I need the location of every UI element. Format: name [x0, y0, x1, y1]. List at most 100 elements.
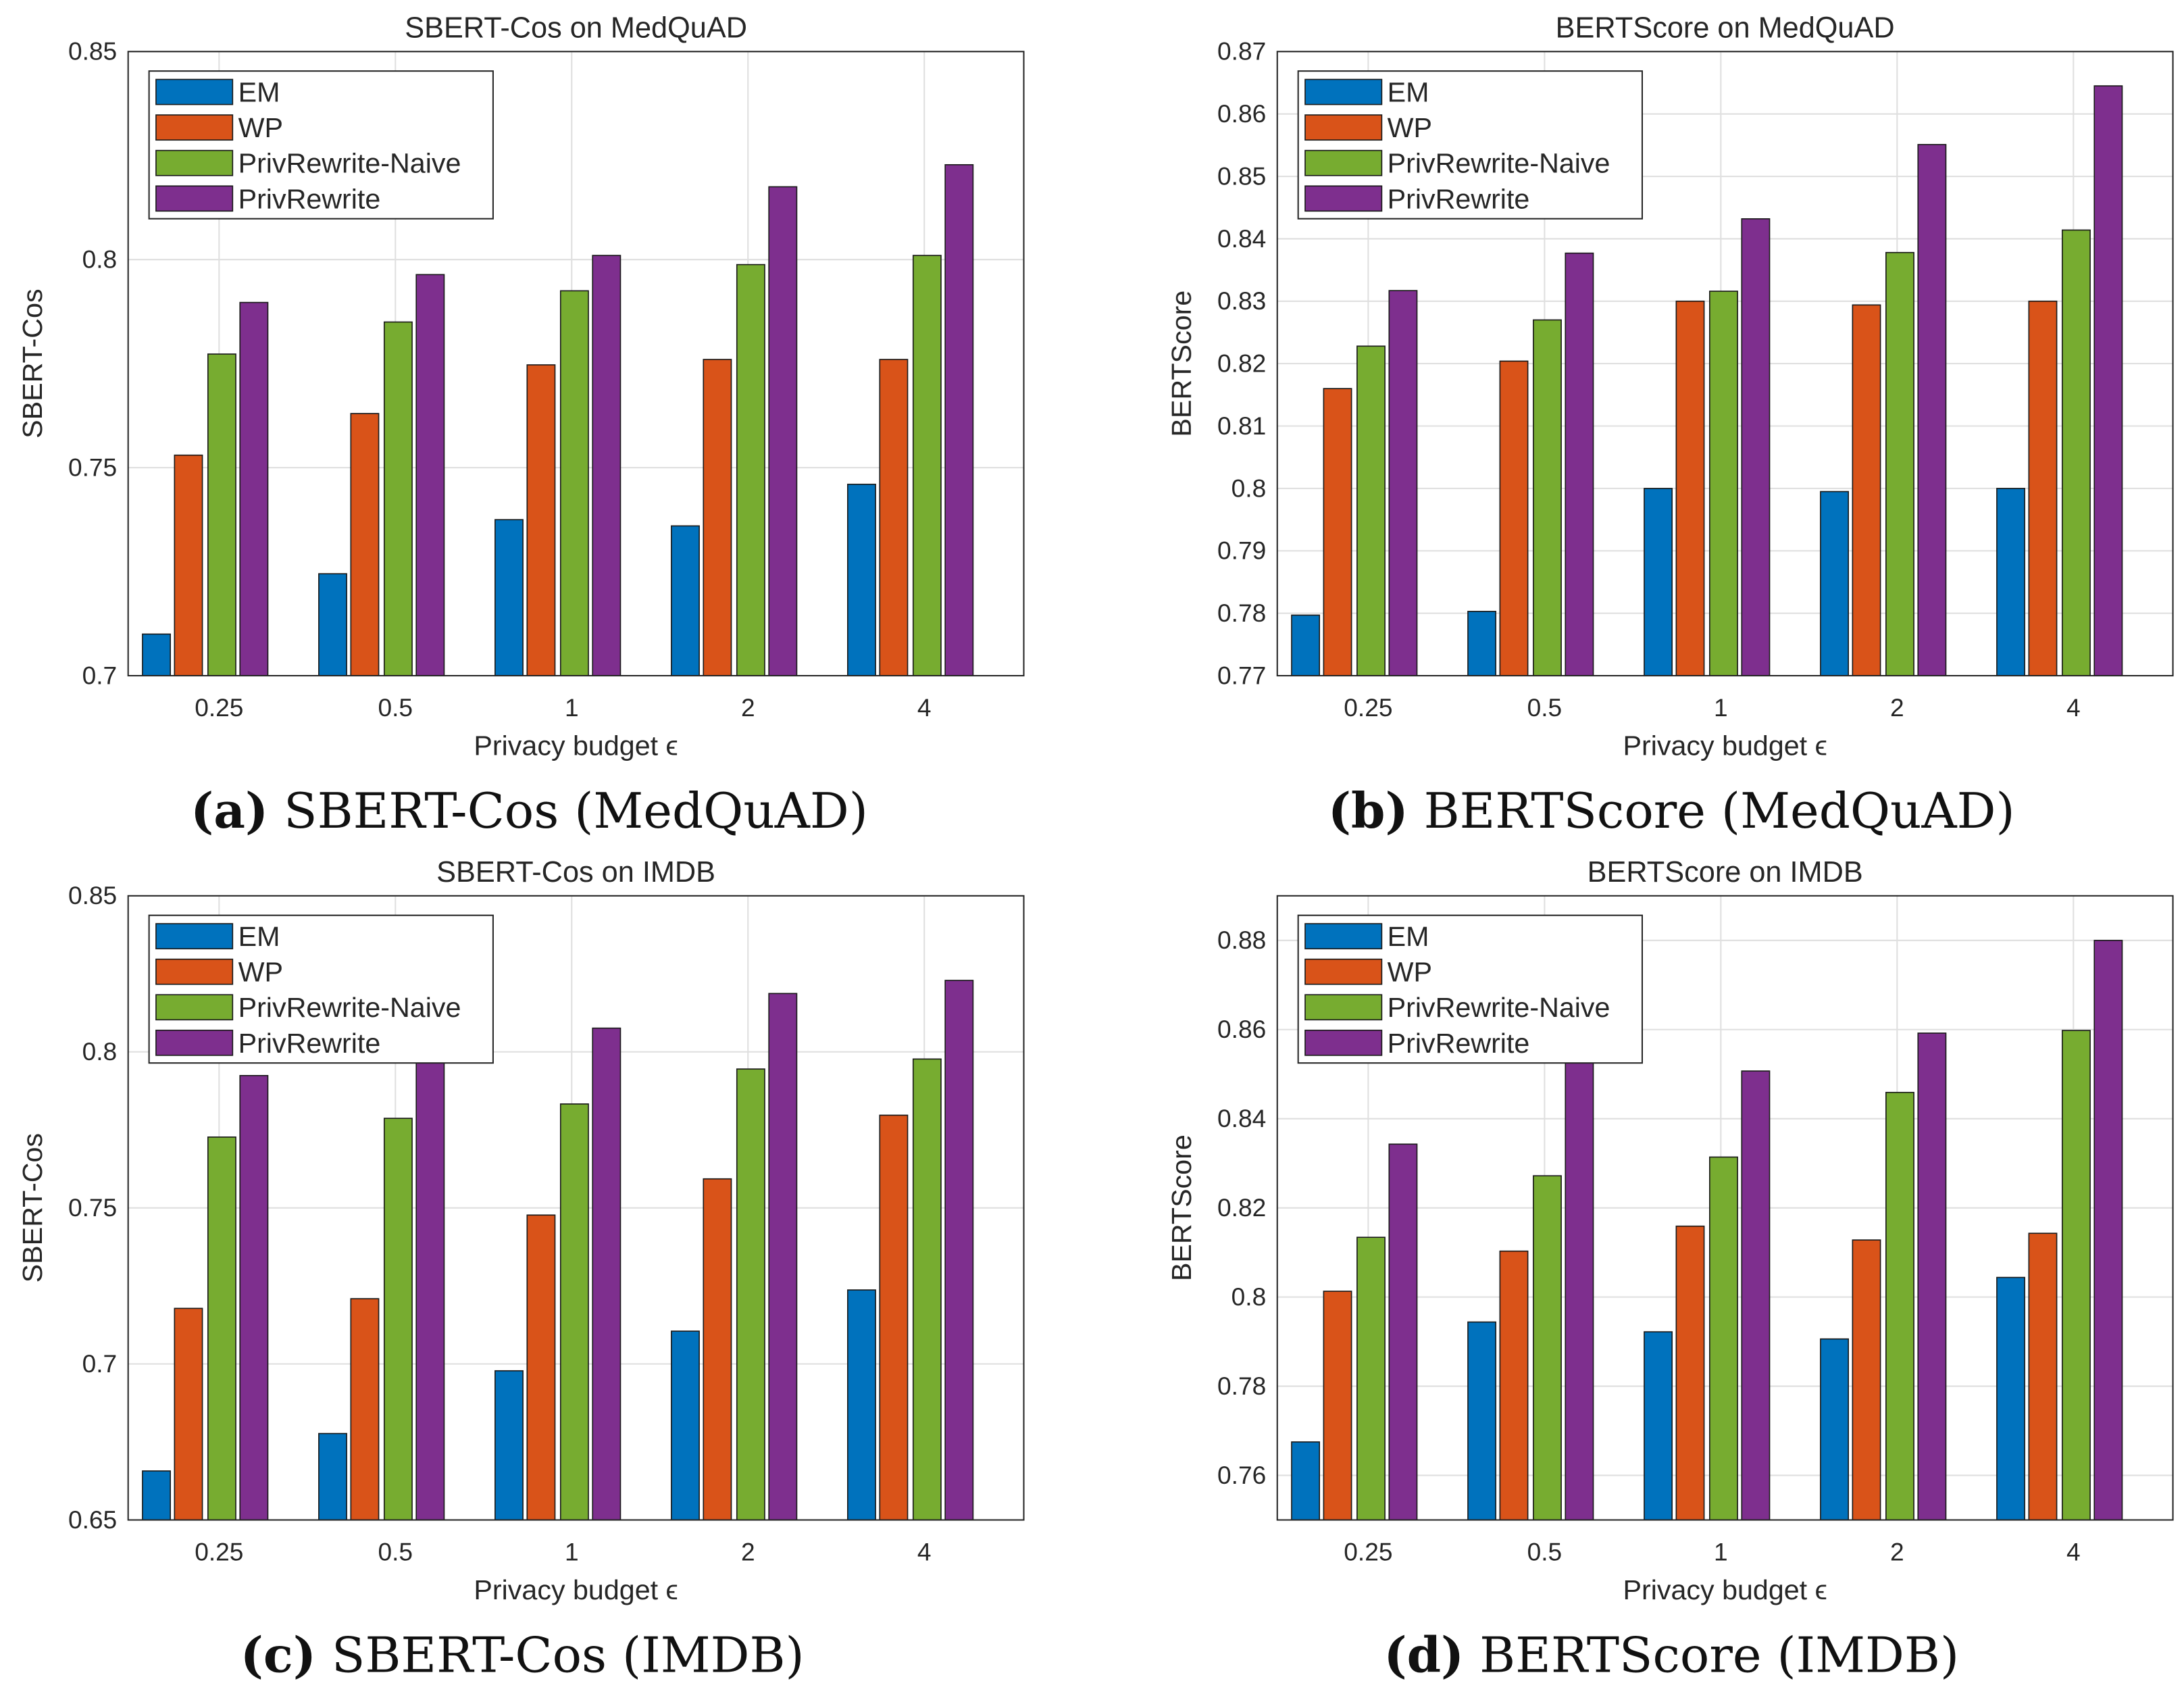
x-tick-label: 0.5: [378, 693, 413, 722]
y-tick-label: 0.82: [1217, 1193, 1266, 1222]
x-tick-label: 0.25: [1344, 693, 1392, 722]
legend-swatch-em: [1304, 78, 1383, 105]
legend-label: WP: [1388, 112, 1432, 143]
y-axis-label: SBERT-Cos: [17, 1133, 48, 1282]
legend-label: WP: [238, 957, 283, 988]
legend-swatch-em: [155, 923, 234, 949]
bar-privrewrite-0.25: [239, 301, 269, 676]
caption-letter: (d): [1383, 1627, 1465, 1684]
y-tick-label: 0.81: [1217, 411, 1266, 440]
bar-privrewrite-0.25: [1388, 1143, 1418, 1521]
bar-privrewrite-4: [2093, 939, 2123, 1521]
legend-swatch-wp: [1304, 114, 1383, 141]
bar-em-1: [494, 519, 524, 676]
bar-privrewrite-0.5: [1565, 1038, 1594, 1521]
bar-privrewrite-4: [944, 980, 974, 1521]
bar-em-0.5: [318, 1432, 347, 1521]
bar-privrewrite-naive-0.5: [1533, 319, 1562, 676]
bar-em-0.25: [1291, 614, 1321, 676]
axes-box: [127, 895, 1025, 1521]
bar-em-2: [671, 1330, 700, 1521]
x-tick-label: 1: [565, 693, 579, 722]
bar-em-0.5: [1467, 611, 1497, 676]
bar-em-1: [1644, 1331, 1673, 1521]
chart-title: SBERT-Cos on IMDB: [436, 856, 715, 889]
x-tick-label: 4: [917, 1537, 932, 1566]
y-tick-label: 0.8: [1231, 474, 1267, 502]
x-tick-label: 0.5: [1527, 1537, 1563, 1566]
bar-privrewrite-1: [1741, 218, 1771, 676]
legend-label: PrivRewrite-Naive: [1388, 992, 1610, 1023]
x-tick-label: 0.25: [195, 693, 243, 722]
legend-swatch-em: [1304, 923, 1383, 949]
caption-text: BERTScore (MedQuAD): [1408, 784, 2015, 841]
x-tick-label: 2: [741, 693, 755, 722]
caption-letter: (b): [1327, 782, 1408, 841]
y-tick-label: 0.84: [1217, 224, 1266, 253]
y-axis-label: SBERT-Cos: [17, 289, 48, 438]
bar-wp-0.5: [350, 413, 380, 676]
x-tick-label: 2: [1890, 1537, 1904, 1566]
x-tick-label: 1: [1714, 693, 1728, 722]
x-tick-label: 1: [1714, 1537, 1728, 1566]
y-tick-label: 0.8: [1231, 1282, 1267, 1311]
chart-title: BERTScore on MedQuAD: [1556, 12, 1895, 45]
legend: EM WP PrivRewrite-Naive PrivRewrite: [148, 914, 494, 1064]
bar-privrewrite-naive-0.5: [383, 321, 413, 676]
legend-label: WP: [1388, 957, 1432, 988]
caption-text: BERTScore (IMDB): [1464, 1628, 1960, 1684]
bar-em-0.25: [1291, 1441, 1321, 1521]
bar-wp-1: [1675, 1225, 1705, 1521]
bar-em-1: [1644, 488, 1673, 676]
legend-label: PrivRewrite: [1388, 1028, 1530, 1059]
legend-swatch-privrewrite-naive: [1304, 994, 1383, 1021]
legend-swatch-privrewrite: [155, 185, 234, 212]
bar-privrewrite-naive-2: [1885, 1091, 1914, 1521]
bar-em-0.5: [318, 573, 347, 676]
x-tick-label: 2: [741, 1537, 755, 1566]
bar-wp-2: [1852, 1239, 1881, 1521]
bar-em-0.25: [142, 633, 171, 676]
legend-label: PrivRewrite: [238, 1028, 381, 1059]
bar-wp-4: [2028, 300, 2058, 676]
bar-wp-4: [879, 359, 909, 676]
bar-privrewrite-naive-1: [1709, 291, 1738, 676]
y-tick-label: 0.8: [82, 1037, 118, 1066]
bar-privrewrite-2: [1917, 1032, 1947, 1521]
caption-c: (c) SBERT-Cos (IMDB): [240, 1627, 805, 1684]
bar-privrewrite-naive-1: [559, 290, 589, 676]
caption-d: (d) BERTScore (IMDB): [1383, 1627, 1959, 1684]
bar-em-2: [1820, 1338, 1849, 1521]
bar-privrewrite-2: [1917, 144, 1947, 676]
axes-box: [1276, 895, 2174, 1521]
caption-text: SBERT-Cos (IMDB): [316, 1628, 805, 1684]
caption-letter: (c): [240, 1627, 317, 1684]
bar-wp-0.25: [1323, 388, 1352, 676]
y-tick-label: 0.75: [68, 453, 117, 481]
bar-wp-4: [2028, 1232, 2058, 1521]
bar-em-4: [847, 1289, 876, 1521]
legend-label: EM: [238, 921, 280, 952]
bar-em-4: [1996, 1276, 2025, 1521]
bar-privrewrite-naive-4: [2061, 1030, 2091, 1521]
bar-privrewrite-naive-0.5: [383, 1118, 413, 1521]
bar-wp-0.25: [1323, 1291, 1352, 1521]
bar-em-2: [1820, 491, 1849, 676]
x-axis-label: Privacy budget ϵ: [1623, 1574, 1827, 1605]
legend-swatch-wp: [1304, 958, 1383, 985]
legend-label: PrivRewrite-Naive: [1388, 148, 1610, 179]
legend-swatch-privrewrite-naive: [1304, 149, 1383, 176]
bar-em-1: [494, 1370, 524, 1521]
bar-privrewrite-naive-0.25: [1356, 345, 1386, 676]
y-tick-label: 0.7: [82, 661, 118, 689]
legend-swatch-privrewrite: [1304, 1029, 1383, 1056]
y-tick-label: 0.86: [1217, 1015, 1266, 1043]
